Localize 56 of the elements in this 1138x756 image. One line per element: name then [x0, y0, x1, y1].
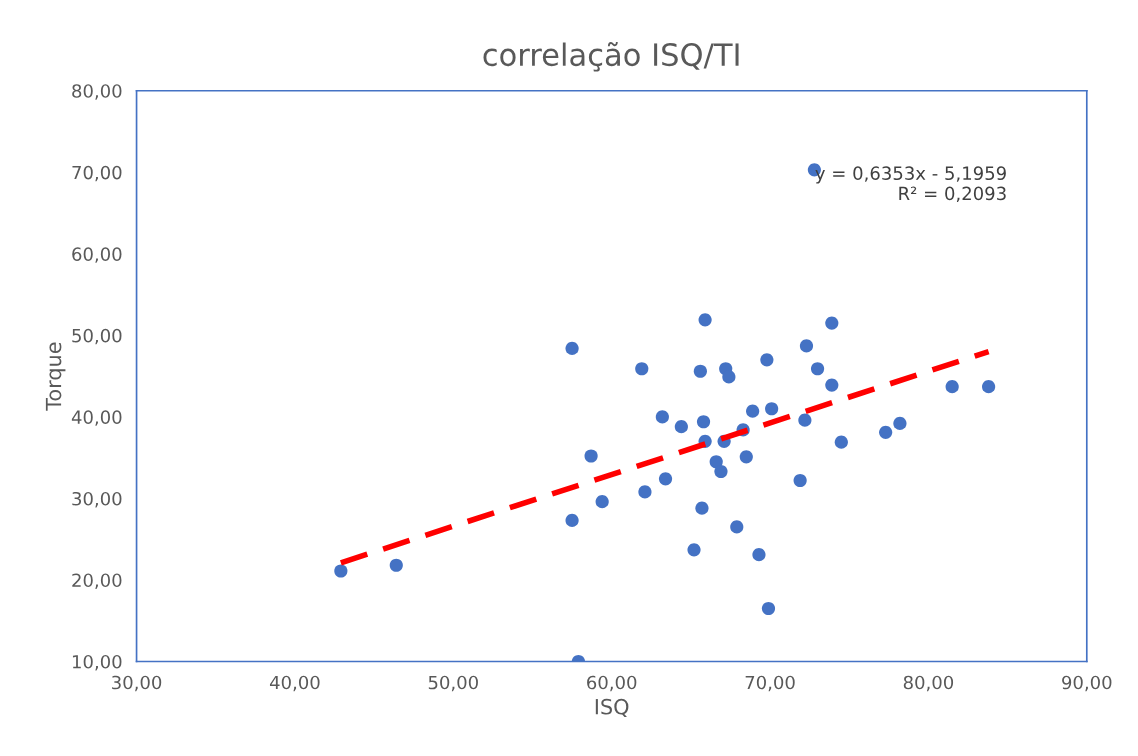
x-tick-label: 50,00 [428, 675, 478, 692]
y-tick-label: 20,00 [72, 573, 122, 589]
point [810, 362, 825, 376]
point [765, 402, 779, 416]
point [584, 449, 598, 463]
point [565, 341, 579, 355]
y-tick-label: 80,00 [72, 84, 122, 100]
point [696, 415, 711, 429]
x-tick-label: 60,00 [587, 675, 637, 692]
point [799, 339, 814, 353]
x-tick-label: 90,00 [1062, 675, 1112, 692]
x-tick-label: 30,00 [112, 675, 162, 692]
point [655, 410, 669, 424]
point [798, 413, 812, 427]
point [982, 380, 996, 394]
point [389, 558, 403, 572]
point [752, 548, 766, 562]
y-tick-label: 60,00 [72, 247, 122, 263]
point [709, 455, 723, 469]
y-axis-title: Torque [45, 342, 66, 411]
y-tick-label: 50,00 [72, 328, 122, 345]
point [658, 472, 673, 486]
y-tick-label: 40,00 [71, 410, 122, 426]
x-tick-label: 70,00 [745, 675, 795, 692]
point [334, 564, 348, 578]
point [834, 435, 848, 449]
point [674, 420, 688, 434]
point [746, 404, 760, 418]
point [761, 601, 776, 616]
point [714, 464, 728, 479]
point [879, 425, 893, 439]
point [760, 353, 774, 367]
chart-title: correlação ISQ/TI [483, 41, 739, 72]
point [739, 450, 753, 464]
point [893, 416, 907, 430]
x-axis-title: ISQ [595, 698, 629, 717]
point [687, 543, 701, 557]
y-tick-label: 30,00 [72, 491, 122, 508]
point [595, 495, 609, 509]
point [565, 513, 579, 528]
point [635, 362, 649, 376]
point [730, 520, 744, 534]
y-tick-label: 70,00 [72, 165, 122, 182]
annotation: y = 0,6353x - 5,1959 R² = 0,2093 [815, 166, 1006, 203]
x-tick-label: 40,00 [269, 675, 320, 692]
point [945, 380, 959, 394]
point [722, 370, 736, 384]
point [698, 313, 712, 327]
point [693, 364, 707, 378]
x-tick-label: 80,00 [903, 675, 954, 692]
y-tick-label: 10,00 [72, 654, 122, 671]
point [793, 473, 807, 488]
point [638, 485, 652, 499]
point [825, 378, 839, 392]
point [825, 316, 839, 330]
point [695, 501, 709, 515]
